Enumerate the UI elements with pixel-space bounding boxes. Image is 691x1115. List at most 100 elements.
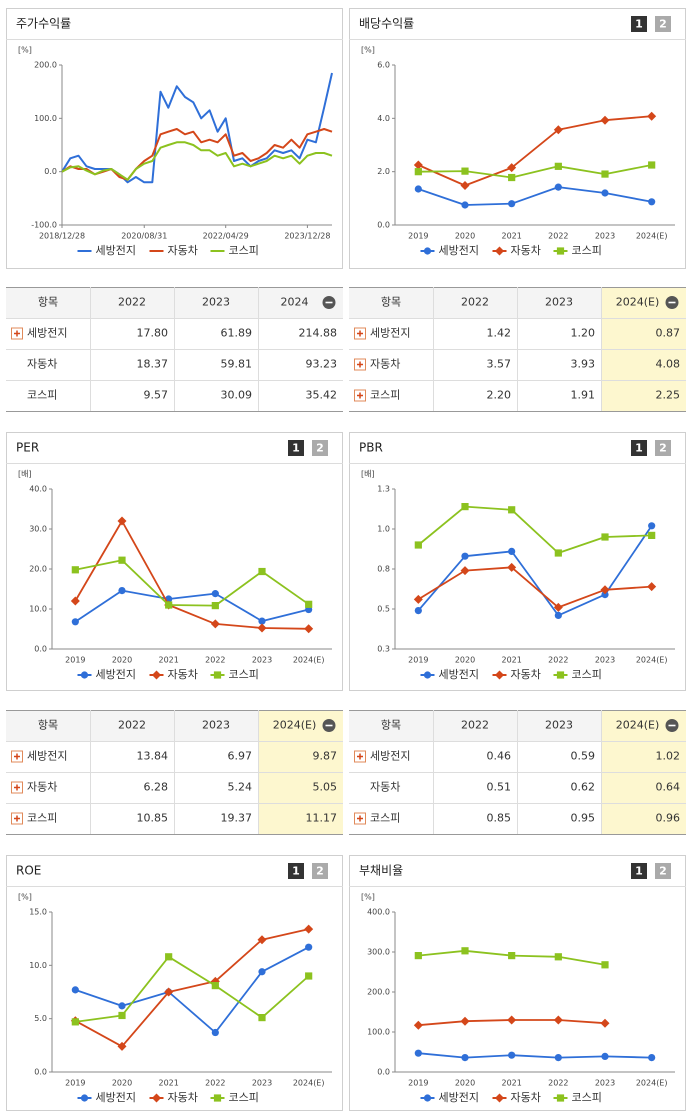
expand-icon-plus[interactable] — [357, 815, 363, 822]
marker — [414, 541, 422, 549]
legend-label: 세방전지 — [439, 1091, 479, 1104]
table-header: 2022 — [118, 719, 146, 732]
page-button-label[interactable]: 2 — [316, 865, 324, 878]
row-label: 자동차 — [370, 781, 400, 794]
marker — [118, 587, 126, 595]
cell-value: 0.96 — [656, 812, 681, 825]
cell-value: 0.62 — [571, 781, 596, 794]
page-button-label[interactable]: 1 — [635, 18, 643, 31]
series-line — [74, 589, 309, 623]
marker — [414, 185, 422, 193]
expand-icon-plus[interactable] — [14, 784, 20, 791]
page-button[interactable] — [288, 863, 304, 879]
table-header: 항목 — [381, 719, 401, 732]
page-button-label[interactable]: 2 — [316, 442, 324, 455]
cell-value: 1.42 — [487, 327, 512, 340]
panel — [6, 432, 343, 691]
expand-icon-plus[interactable] — [357, 330, 363, 337]
x-tick-label: 2019 — [408, 1079, 428, 1088]
legend-label: 자동차 — [511, 668, 541, 681]
marker — [210, 619, 220, 629]
marker — [554, 953, 562, 961]
row-label: 코스피 — [27, 812, 57, 825]
table-header: 항목 — [381, 296, 401, 309]
marker — [414, 1049, 422, 1057]
legend-label: 코스피 — [229, 1091, 259, 1104]
cell-value: 6.97 — [228, 750, 253, 763]
page-button[interactable] — [312, 863, 328, 879]
marker — [258, 617, 266, 625]
page-button-label[interactable]: 1 — [635, 865, 643, 878]
cell-value: 5.24 — [228, 781, 253, 794]
table-header: 2023 — [545, 296, 573, 309]
expand-icon-plus[interactable] — [357, 392, 363, 399]
expand-icon-plus[interactable] — [357, 361, 363, 368]
cell-value: 0.59 — [571, 750, 596, 763]
y-unit: [%] — [361, 46, 375, 55]
x-tick-label: 2022/04/29 — [203, 232, 249, 241]
page-button[interactable] — [631, 16, 647, 32]
marker — [508, 173, 516, 182]
page-button-label[interactable]: 1 — [635, 442, 643, 455]
page-button[interactable] — [631, 863, 647, 879]
x-tick-label: 2020 — [455, 232, 475, 241]
page-button[interactable] — [312, 440, 328, 456]
table-header: 2022 — [461, 719, 489, 732]
marker — [554, 611, 562, 620]
panel — [6, 8, 343, 269]
series-line — [417, 115, 652, 187]
panel — [349, 432, 686, 691]
legend-label: 세방전지 — [439, 668, 479, 681]
cell-value: 0.51 — [487, 781, 512, 794]
page-button-label[interactable]: 2 — [659, 442, 667, 455]
page-button-label[interactable]: 1 — [292, 442, 300, 455]
marker — [305, 972, 313, 980]
cell-value: 6.28 — [144, 781, 169, 794]
marker — [507, 1015, 517, 1025]
page-button[interactable] — [655, 440, 671, 456]
marker — [423, 247, 432, 255]
y-tick-label: 0.0 — [377, 221, 390, 230]
marker — [601, 1052, 609, 1060]
cell-value: 10.85 — [137, 812, 169, 825]
chart-title: 주가수익률 — [16, 17, 71, 31]
marker — [495, 670, 504, 680]
marker — [461, 552, 469, 560]
marker — [647, 582, 657, 592]
chart-title: 배당수익률 — [359, 17, 414, 31]
marker — [413, 1020, 423, 1030]
legend-label: 코스피 — [229, 668, 259, 681]
x-tick-label: 2023/12/28 — [284, 232, 330, 241]
expand-icon-plus[interactable] — [357, 753, 363, 760]
marker — [508, 547, 516, 556]
expand-icon-plus[interactable] — [14, 330, 20, 337]
marker — [304, 624, 314, 634]
expand-icon-plus[interactable] — [14, 815, 20, 822]
marker — [508, 952, 516, 960]
page-button-label[interactable]: 2 — [659, 865, 667, 878]
series-line — [61, 141, 333, 181]
x-tick-label: 2022 — [548, 656, 568, 665]
table-header: 2024(E) — [616, 296, 660, 309]
marker — [461, 503, 469, 511]
page-button[interactable] — [655, 16, 671, 32]
y-tick-label: 400.0 — [367, 908, 390, 917]
marker — [647, 111, 657, 121]
page-button[interactable] — [288, 440, 304, 456]
marker — [648, 1054, 656, 1062]
table-header: 항목 — [38, 296, 58, 309]
expand-icon-plus[interactable] — [14, 753, 20, 760]
marker — [258, 1014, 266, 1022]
y-tick-label: 200.0 — [34, 61, 57, 70]
cell-value: 93.23 — [306, 358, 338, 371]
x-tick-label: 2022 — [548, 1079, 568, 1088]
cell-value: 19.37 — [221, 812, 253, 825]
page-button-label[interactable]: 2 — [659, 18, 667, 31]
page-button[interactable] — [655, 863, 671, 879]
marker — [601, 170, 609, 178]
page-button[interactable] — [631, 440, 647, 456]
marker — [556, 671, 565, 679]
y-tick-label: 0.8 — [377, 565, 390, 574]
x-tick-label: 2020 — [112, 1079, 132, 1088]
page-button-label[interactable]: 1 — [292, 865, 300, 878]
